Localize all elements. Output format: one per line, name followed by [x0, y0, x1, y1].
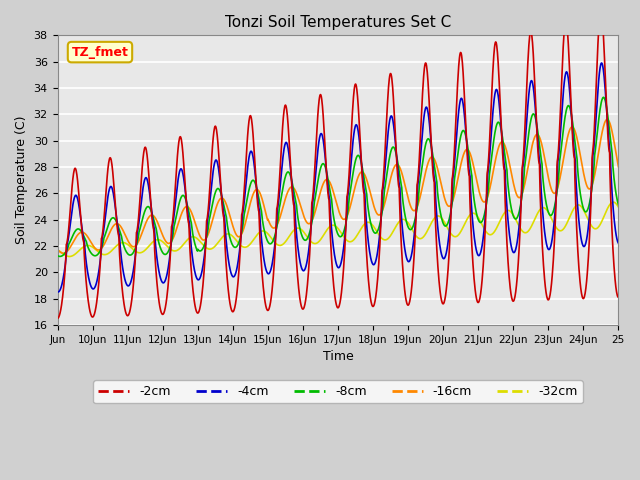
Legend: -2cm, -4cm, -8cm, -16cm, -32cm: -2cm, -4cm, -8cm, -16cm, -32cm — [93, 380, 583, 403]
X-axis label: Time: Time — [323, 350, 353, 363]
Title: Tonzi Soil Temperatures Set C: Tonzi Soil Temperatures Set C — [225, 15, 451, 30]
Y-axis label: Soil Temperature (C): Soil Temperature (C) — [15, 116, 28, 244]
Text: TZ_fmet: TZ_fmet — [72, 46, 129, 59]
